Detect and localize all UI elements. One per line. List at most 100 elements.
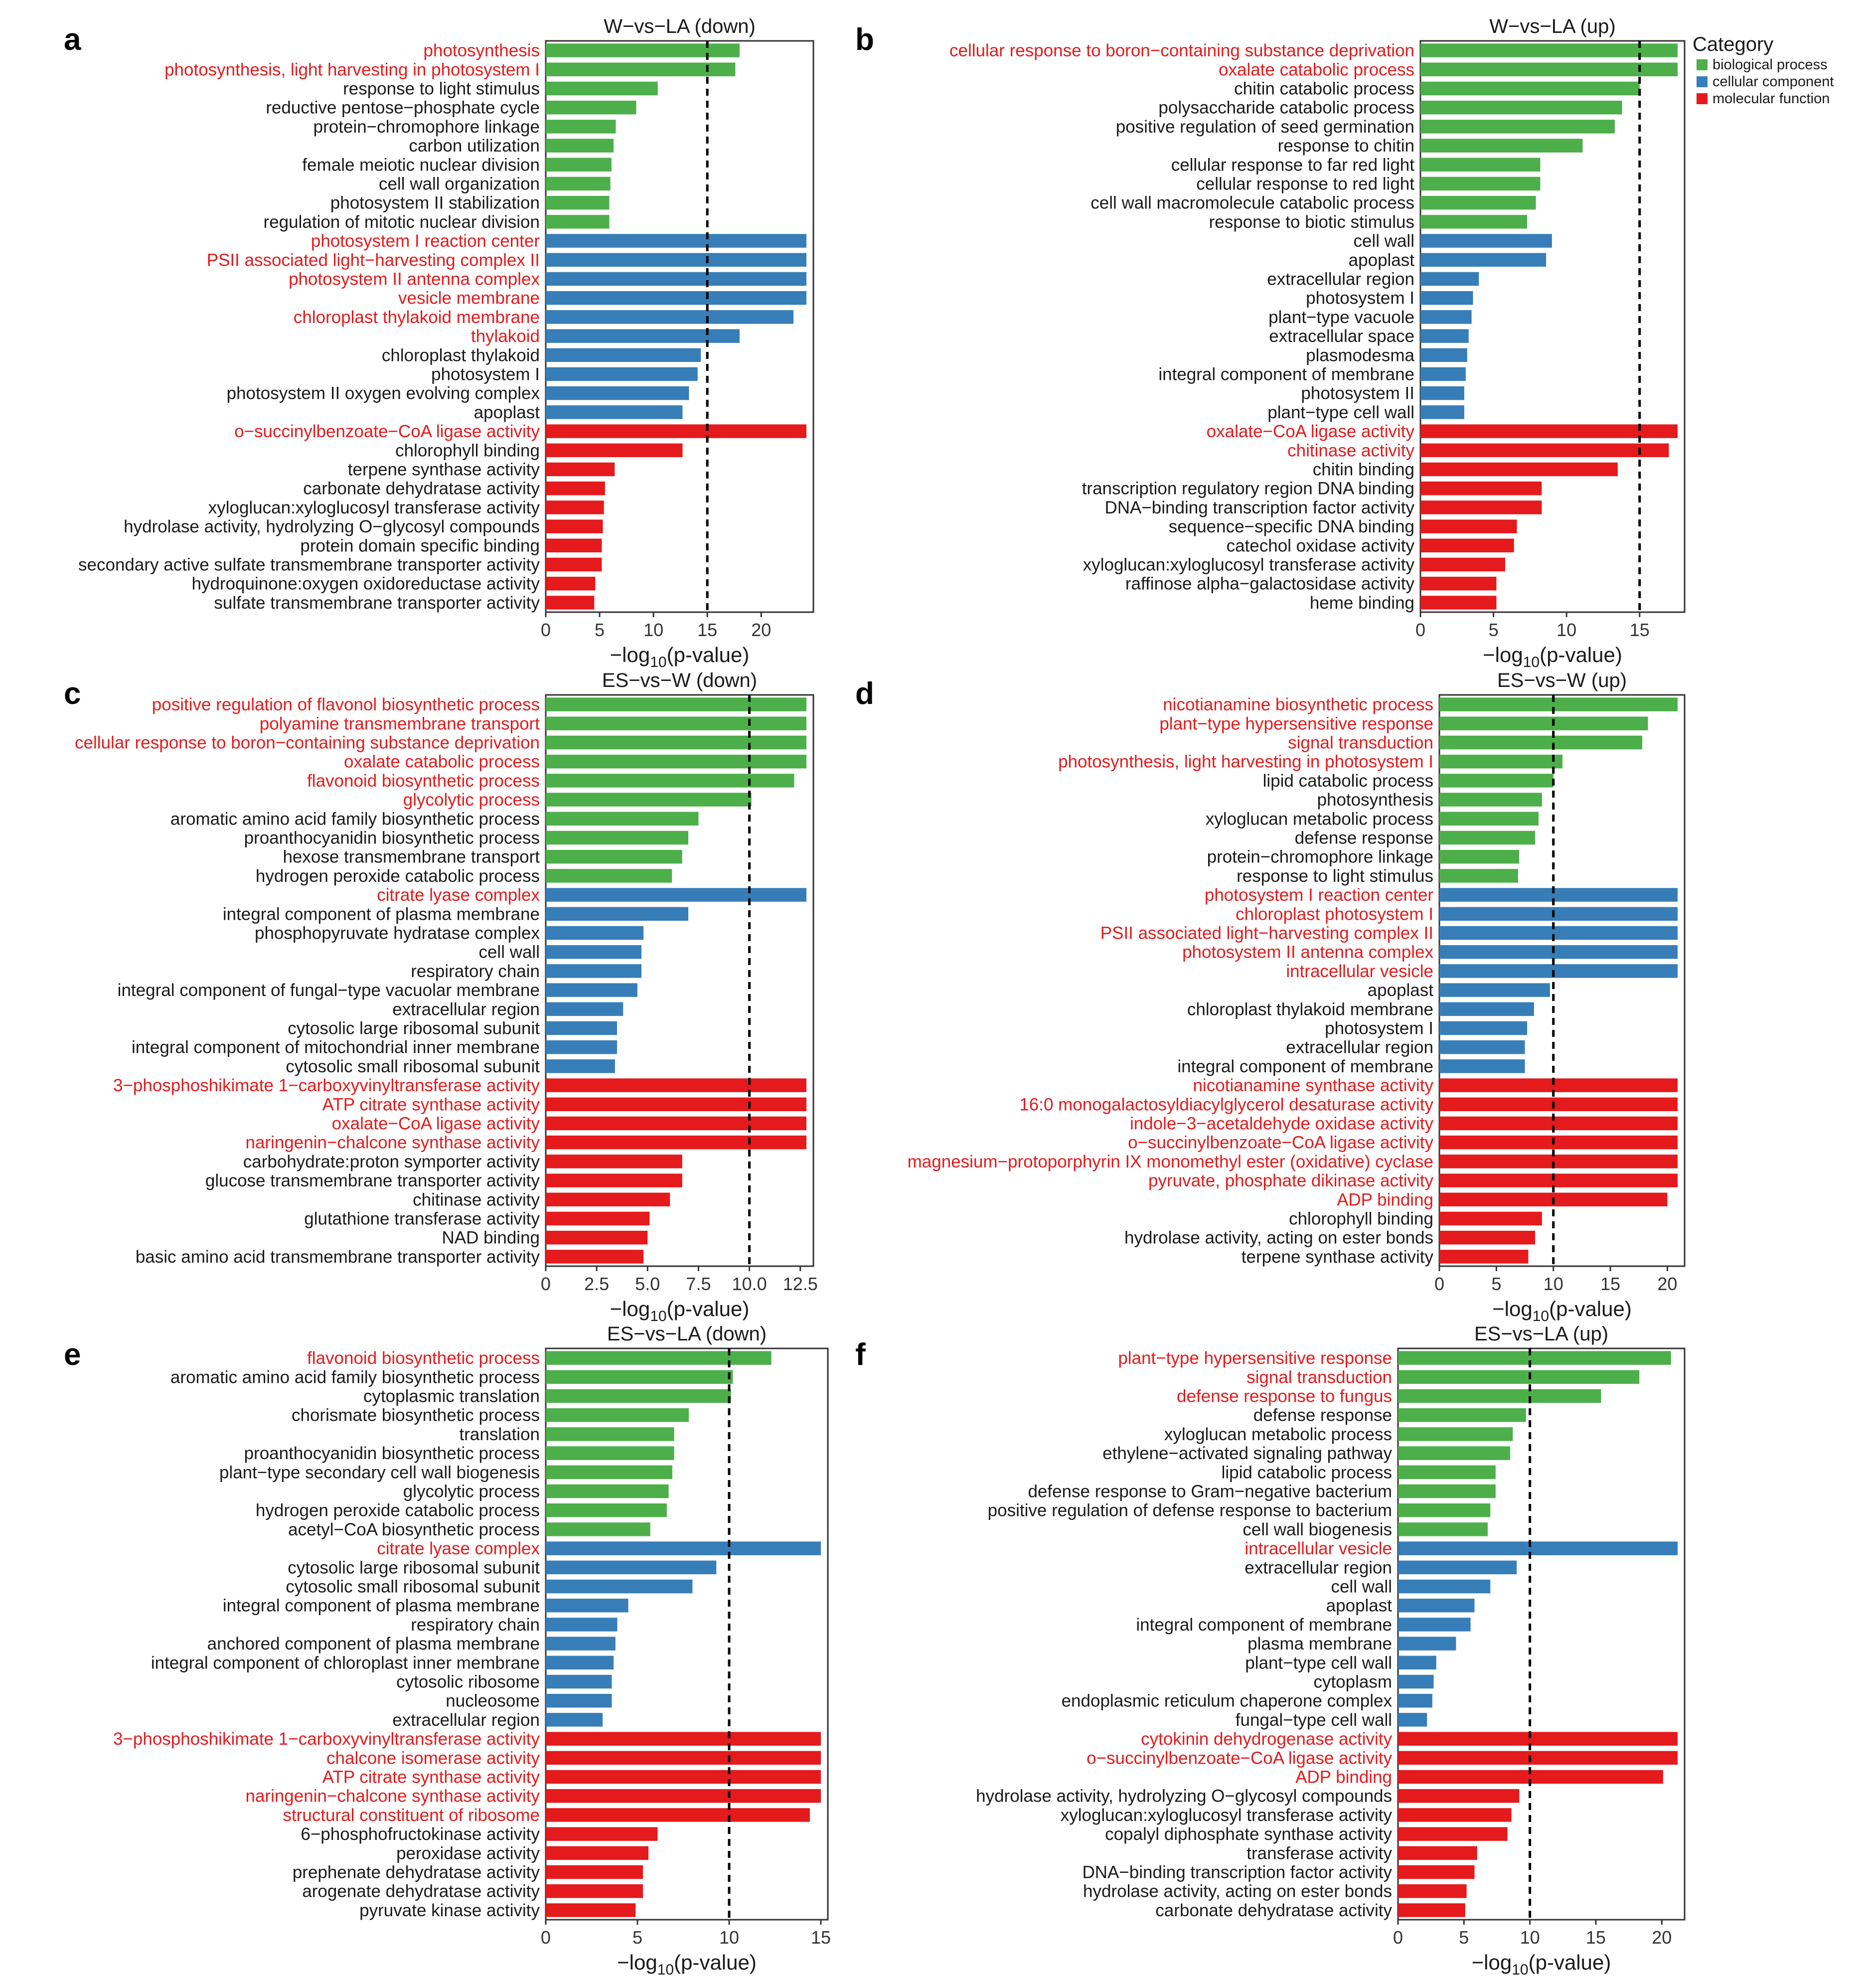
bar-bp (546, 697, 806, 711)
x-axis-label: −log10(p-value) (610, 643, 750, 670)
bar-bp (546, 215, 610, 229)
category-label: chitinase activity (413, 1190, 540, 1209)
category-label: integral component of chloroplast inner … (151, 1653, 540, 1672)
category-label: raffinose alpha−galactosidase activity (1125, 574, 1415, 594)
bar-bp (546, 1465, 672, 1480)
bar-bp (546, 1389, 731, 1403)
category-label: NAD binding (442, 1228, 540, 1248)
category-label: proanthocyanidin biosynthetic process (244, 1444, 540, 1463)
bar-bp (1420, 43, 1678, 57)
bar-cc (1398, 1637, 1456, 1651)
bar-mf (546, 1865, 643, 1879)
bar-mf (1420, 519, 1517, 533)
bar-bp (546, 754, 806, 769)
chart-panel-e: ES−vs−LA (down) flavonoid biosynthetic pr… (113, 1323, 831, 1978)
category-label: PSII associated light−harvesting complex… (207, 250, 540, 270)
bar-mf (1420, 481, 1542, 496)
bar-bp (1439, 793, 1542, 807)
category-label: xyloglucan metabolic process (1164, 1425, 1392, 1444)
bar-cc (1398, 1541, 1678, 1555)
category-label: photosynthesis (1317, 790, 1433, 810)
category-label: integral component of fungal−type vacuol… (118, 981, 540, 1000)
category-label: arogenate dehydratase activity (302, 1882, 540, 1901)
category-label: DNA−binding transcription factor activit… (1082, 1863, 1392, 1882)
bar-cc (1439, 945, 1678, 959)
category-label: magnesium−protoporphyrin IX monomethyl e… (908, 1152, 1433, 1171)
category-label: oxalate catabolic process (1219, 60, 1414, 79)
category-label: signal transduction (1246, 1367, 1392, 1387)
bar-cc (546, 1021, 618, 1035)
bar-cc (1420, 234, 1552, 248)
bar-cc (546, 367, 698, 381)
bar-mf (546, 500, 604, 514)
category-label: nicotianamine biosynthetic process (1163, 695, 1433, 714)
bar-mf (546, 557, 602, 572)
bar-cc (546, 405, 683, 419)
category-label: extracellular region (1267, 270, 1414, 289)
category-label: photosystem II stabilization (330, 193, 540, 213)
x-axis-label: −log10(p-value) (1492, 1297, 1632, 1325)
panel-letter: f (855, 1337, 866, 1372)
category-label: positive regulation of seed germination (1116, 117, 1414, 137)
bar-mf (546, 1135, 806, 1150)
bar-cc (546, 1579, 693, 1594)
category-label: photosynthesis (424, 41, 540, 60)
category-label: chlorophyll binding (395, 441, 540, 460)
bar-cc (1439, 1059, 1525, 1073)
category-label: peroxidase activity (396, 1843, 540, 1863)
bar-cc (546, 348, 701, 362)
bar-mf (1439, 1097, 1678, 1112)
bar-mf (1439, 1211, 1542, 1226)
category-label: terpene synthase activity (1242, 1247, 1434, 1267)
category-label: naringenin−chalcone synthase activity (245, 1787, 540, 1806)
category-label: cellular response to red light (1196, 174, 1414, 194)
category-label: intracellular vesicle (1286, 962, 1433, 981)
bar-mf (1420, 500, 1542, 514)
plot-frame (545, 694, 814, 1267)
bar-mf (546, 1250, 644, 1264)
category-label: cell wall (1353, 231, 1414, 251)
x-tick-label: 10 (643, 620, 663, 640)
category-label: pyruvate kinase activity (359, 1901, 540, 1920)
category-label: xyloglucan:xyloglucosyl transferase acti… (208, 498, 540, 517)
x-tick-label: 10 (1556, 620, 1576, 640)
bar-cc (1420, 386, 1464, 400)
bar-bp (546, 1427, 674, 1441)
category-label: carbon utilization (409, 136, 540, 156)
legend-swatch-biological-process (1697, 59, 1708, 70)
x-axis-label: −log10(p-value) (1472, 1951, 1611, 1978)
category-label: flavonoid biosynthetic process (307, 1348, 540, 1368)
chart-title: ES−vs−LA (down) (607, 1323, 767, 1345)
category-label: plant−type cell wall (1245, 1653, 1392, 1672)
x-tick-label: 10 (1520, 1927, 1540, 1948)
bar-bp (1398, 1465, 1496, 1480)
category-label: acetyl−CoA biosynthetic process (288, 1520, 540, 1539)
bar-bp (546, 1522, 650, 1536)
bar-bp (1420, 195, 1536, 210)
category-label: defense response (1253, 1406, 1392, 1425)
bar-cc (546, 253, 806, 267)
category-label: cytosolic small ribosomal subunit (286, 1577, 540, 1597)
bar-cc (1439, 1021, 1528, 1035)
bar-bp (1398, 1427, 1513, 1441)
category-label: apoplast (1349, 250, 1415, 270)
category-label: 6−phosphofructokinase activity (301, 1824, 540, 1844)
x-tick-label: 5 (1489, 620, 1499, 640)
category-label: o−succinylbenzoate−CoA ligase activity (1087, 1748, 1392, 1768)
bar-cc (546, 964, 642, 978)
chart-title: ES−vs−W (down) (602, 669, 757, 691)
category-label: prephenate dehydratase activity (293, 1863, 540, 1882)
bar-mf (1439, 1173, 1678, 1187)
category-label: integral component of plasma membrane (223, 904, 540, 924)
category-label: reductive pentose−phosphate cycle (266, 98, 540, 118)
bar-bp (1420, 158, 1541, 172)
category-label: vesicle membrane (398, 289, 540, 308)
bar-bp (1398, 1370, 1640, 1384)
bar-mf (1420, 557, 1506, 572)
bar-cc (1420, 310, 1472, 324)
category-label: extracellular region (392, 1710, 540, 1730)
plot-frame (545, 1347, 829, 1921)
category-label: protein domain specific binding (300, 536, 540, 555)
bar-bp (546, 62, 736, 77)
